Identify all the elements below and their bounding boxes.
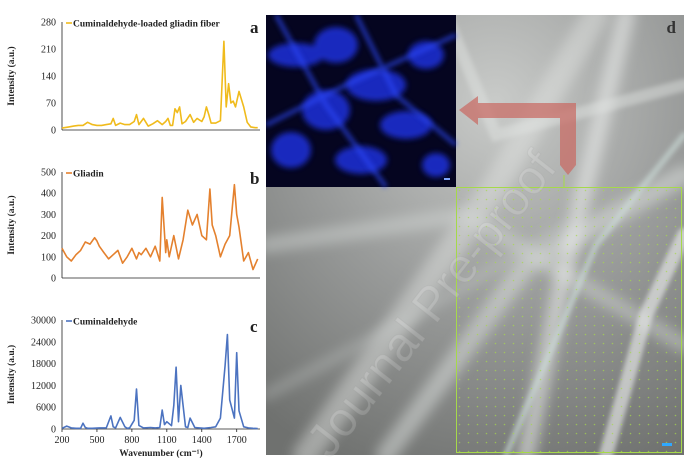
inset-scale-bar <box>444 178 450 180</box>
x-tick-label-c: 500 <box>89 435 104 446</box>
y-tick-label-a: 0 <box>51 126 56 137</box>
y-tick-label-c: 6000 <box>36 403 56 414</box>
y-axis-title-c: Intensity (a.u.) <box>6 345 17 404</box>
x-tick-label-c: 1100 <box>157 435 177 446</box>
x-axis-title-c: Wavenumber (cm⁻¹) <box>119 448 202 459</box>
legend-label-c: Cuminaldehyde <box>73 318 137 328</box>
y-tick-label-a: 280 <box>41 18 56 29</box>
y-tick-label-b: 400 <box>41 189 56 200</box>
legend-label-b: Gliadin <box>73 170 104 180</box>
panel-letter-b: b <box>250 169 260 188</box>
series-line-b <box>61 183 259 271</box>
y-tick-label-b: 200 <box>41 231 56 242</box>
y-axis-title-b: Intensity (a.u.) <box>6 195 17 254</box>
grid-scale-bar <box>662 443 672 446</box>
y-tick-label-a: 70 <box>46 99 56 110</box>
y-tick-label-b: 300 <box>41 210 56 221</box>
microscopy-panel: d <box>266 15 684 455</box>
spectra-charts: 280 210 140 70 0 Intensity (a.u.) Cuminaldehyd… <box>6 18 260 459</box>
panel-letter-d: d <box>666 18 676 37</box>
y-tick-label-c: 18000 <box>31 359 56 370</box>
y-tick-label-a: 210 <box>41 45 56 56</box>
fluorescence-inset <box>266 15 458 189</box>
x-tick-label-c: 1700 <box>227 435 247 446</box>
panel-letter-a: a <box>250 18 259 37</box>
y-tick-label-c: 12000 <box>31 381 56 392</box>
y-tick-label-c: 24000 <box>31 337 56 348</box>
y-axis-title-a: Intensity (a.u.) <box>6 46 17 105</box>
y-tick-label-b: 500 <box>41 168 56 179</box>
y-tick-label-c: 30000 <box>31 316 56 327</box>
x-tick-label-c: 200 <box>55 435 70 446</box>
legend-label-a: Cuminaldehyde-loaded gliadin fiber <box>73 20 221 30</box>
series-line-c <box>61 333 258 430</box>
y-tick-label-b: 0 <box>51 274 56 285</box>
microscopy-image <box>266 15 684 455</box>
selection-grid <box>456 187 682 453</box>
x-tick-label-c: 1400 <box>192 435 212 446</box>
region-arrow <box>459 96 576 175</box>
y-tick-label-c: 0 <box>51 425 56 436</box>
series-line-a <box>61 40 258 129</box>
panel-letter-c: c <box>250 317 258 336</box>
y-tick-label-b: 100 <box>41 252 56 263</box>
y-tick-label-a: 140 <box>41 72 56 83</box>
x-tick-label-c: 800 <box>124 435 139 446</box>
